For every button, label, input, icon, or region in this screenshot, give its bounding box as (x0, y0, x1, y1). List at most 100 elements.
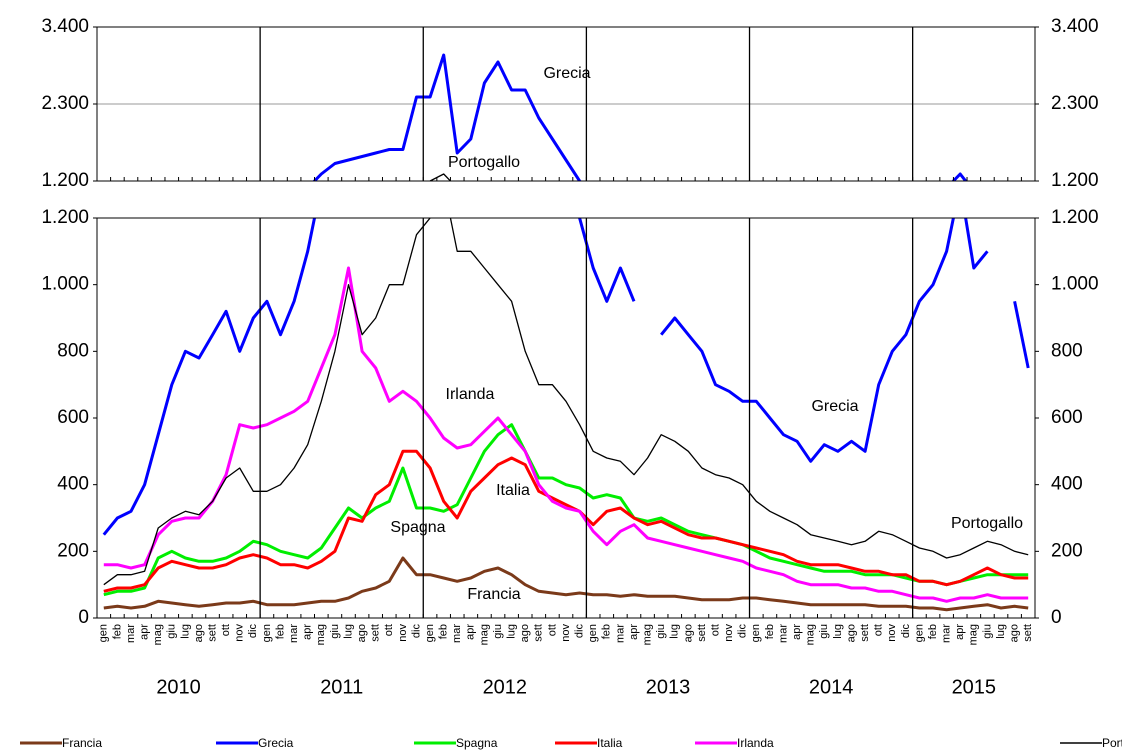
x-tick-label: gen (261, 624, 273, 642)
x-tick-label: dic (737, 624, 749, 639)
x-tick-label: ago (356, 624, 368, 642)
x-tick-label: gen (913, 624, 925, 642)
x-tick-label: apr (465, 624, 477, 640)
series-line (104, 230, 1028, 259)
x-tick-label: mag (968, 624, 980, 645)
x-tick-label: ott (873, 624, 885, 636)
annotation: Portogallo (448, 154, 520, 171)
x-tick-label: ott (709, 624, 721, 636)
x-tick-label: ago (682, 624, 694, 642)
y-tick-label: 800 (57, 340, 89, 361)
x-tick-label: ago (1009, 624, 1021, 642)
annotation: Francia (467, 586, 520, 603)
x-tick-label: feb (438, 624, 450, 639)
plot-border (96, 26, 1036, 182)
x-tick-label: apr (954, 624, 966, 640)
series-line (104, 224, 1028, 260)
y-tick-label: 1.200 (41, 207, 89, 228)
x-tick-label: ago (519, 624, 531, 642)
x-tick-label: lug (506, 624, 518, 639)
x-tick-label: apr (138, 624, 150, 640)
year-label: 2015 (952, 676, 997, 698)
annotation: Grecia (543, 65, 590, 82)
y-tick-label: 600 (57, 407, 89, 428)
x-tick-label: mag (805, 624, 817, 645)
x-tick-label: lug (995, 624, 1007, 639)
x-tick-label: giu (818, 624, 830, 639)
series-line (312, 53, 968, 181)
x-tick-label: gen (750, 624, 762, 642)
series-line (103, 266, 1029, 603)
x-tick-label: lug (669, 624, 681, 639)
x-tick-label: mag (641, 624, 653, 645)
x-tick-label: giu (166, 624, 178, 639)
y2-tick-label: 800 (1051, 340, 1083, 361)
x-tick-label: mar (941, 624, 953, 643)
y-tick-label: 2.300 (41, 93, 89, 114)
series-line (103, 556, 1029, 612)
x-tick-label: lug (832, 624, 844, 639)
plot-border (96, 217, 1036, 619)
x-tick-label: apr (628, 624, 640, 640)
x-tick-label: mar (777, 624, 789, 643)
x-tick-label: feb (764, 624, 776, 639)
annotation: Italia (496, 482, 530, 499)
plot-area (102, 218, 1030, 612)
legend-label: Irlanda (737, 736, 774, 750)
x-tick-label: lug (342, 624, 354, 639)
x-tick-label: ott (383, 624, 395, 636)
series-line (102, 218, 1030, 536)
annotation: Portogallo (951, 515, 1023, 532)
x-tick-label: feb (274, 624, 286, 639)
x-tick-label: nov (397, 624, 409, 642)
x-tick-label: dic (574, 624, 586, 639)
year-label: 2012 (483, 676, 528, 698)
y-tick-label: 200 (57, 540, 89, 561)
series-line (103, 218, 1029, 586)
x-tick-label: mag (478, 624, 490, 645)
x-tick-label: gen (424, 624, 436, 642)
x-tick-label: sett (859, 624, 871, 642)
y2-tick-label: 3.400 (1051, 16, 1099, 37)
y-tick-label: 1.200 (41, 170, 89, 191)
x-tick-label: mag (315, 624, 327, 645)
x-tick-label: ago (193, 624, 205, 642)
year-label: 2011 (320, 676, 363, 698)
x-tick-label: feb (927, 624, 939, 639)
y2-tick-label: 0 (1051, 607, 1062, 628)
y-tick-label: 0 (78, 607, 89, 628)
x-tick-label: mag (152, 624, 164, 645)
x-tick-label: sett (696, 624, 708, 642)
x-tick-label: mar (451, 624, 463, 643)
y-tick-label: 400 (57, 474, 89, 495)
x-tick-label: apr (302, 624, 314, 640)
x-tick-label: nov (234, 624, 246, 642)
x-tick-label: feb (601, 624, 613, 639)
series-line (103, 423, 1029, 597)
x-tick-label: ago (845, 624, 857, 642)
x-tick-label: sett (206, 624, 218, 642)
x-tick-label: nov (886, 624, 898, 642)
y2-tick-label: 2.300 (1051, 93, 1099, 114)
x-tick-label: sett (370, 624, 382, 642)
series-line (104, 252, 1028, 263)
x-tick-label: sett (533, 624, 545, 642)
y2-tick-label: 1.200 (1051, 207, 1099, 228)
legend-label: Francia (62, 736, 102, 750)
year-label: 2013 (646, 676, 691, 698)
y2-tick-label: 200 (1051, 540, 1083, 561)
x-tick-label: giu (981, 624, 993, 639)
x-tick-label: gen (98, 624, 110, 642)
legend-label: Grecia (258, 736, 294, 750)
y-tick-label: 3.400 (41, 16, 89, 37)
x-tick-label: giu (492, 624, 504, 639)
x-tick-label: ott (220, 624, 232, 636)
series-line (104, 192, 1028, 262)
y2-tick-label: 1.000 (1051, 274, 1099, 295)
y2-tick-label: 1.200 (1051, 170, 1099, 191)
x-tick-label: dic (900, 624, 912, 639)
year-label: 2010 (156, 676, 201, 698)
plot-area (104, 53, 1028, 263)
legend-label: Spagna (456, 736, 498, 750)
